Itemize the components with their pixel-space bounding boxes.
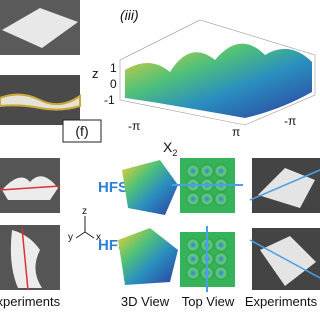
sheet xyxy=(2,8,78,48)
arrow xyxy=(249,169,320,201)
panel-label: (f) xyxy=(75,123,88,139)
axis-label-sub: 2 xyxy=(172,148,177,158)
3d-view xyxy=(122,160,178,215)
specimen xyxy=(10,230,42,288)
tick-label: π xyxy=(232,125,240,139)
tick-label: -π xyxy=(128,119,140,133)
column-label: 3D View xyxy=(121,294,170,309)
axis-label: z xyxy=(92,66,99,81)
axis-label-main: X xyxy=(163,139,173,155)
column-label: Experiments xyxy=(245,294,318,309)
tick-label: 0 xyxy=(110,77,117,91)
triad-label: y xyxy=(68,232,73,243)
column-label: Top View xyxy=(182,294,235,309)
triad-label: x xyxy=(96,232,101,243)
surface xyxy=(125,43,312,118)
3d-view xyxy=(118,228,178,285)
column-label: Experiments xyxy=(0,294,61,309)
row-label-main: HFS xyxy=(98,179,128,196)
tick-label: -π xyxy=(284,114,296,128)
label-box xyxy=(62,119,102,143)
panel-label: (iii) xyxy=(120,7,139,23)
arrow xyxy=(21,227,29,291)
strip xyxy=(0,93,81,111)
tick-label: 1 xyxy=(110,61,117,75)
axis-triad xyxy=(75,216,95,239)
triad-label: z xyxy=(82,206,87,217)
arrow xyxy=(0,185,61,191)
arrow xyxy=(249,239,320,279)
plot-box xyxy=(119,19,316,126)
tick-label: -1 xyxy=(104,93,115,107)
dimples xyxy=(186,238,228,280)
axis-label: X2 xyxy=(163,139,177,158)
